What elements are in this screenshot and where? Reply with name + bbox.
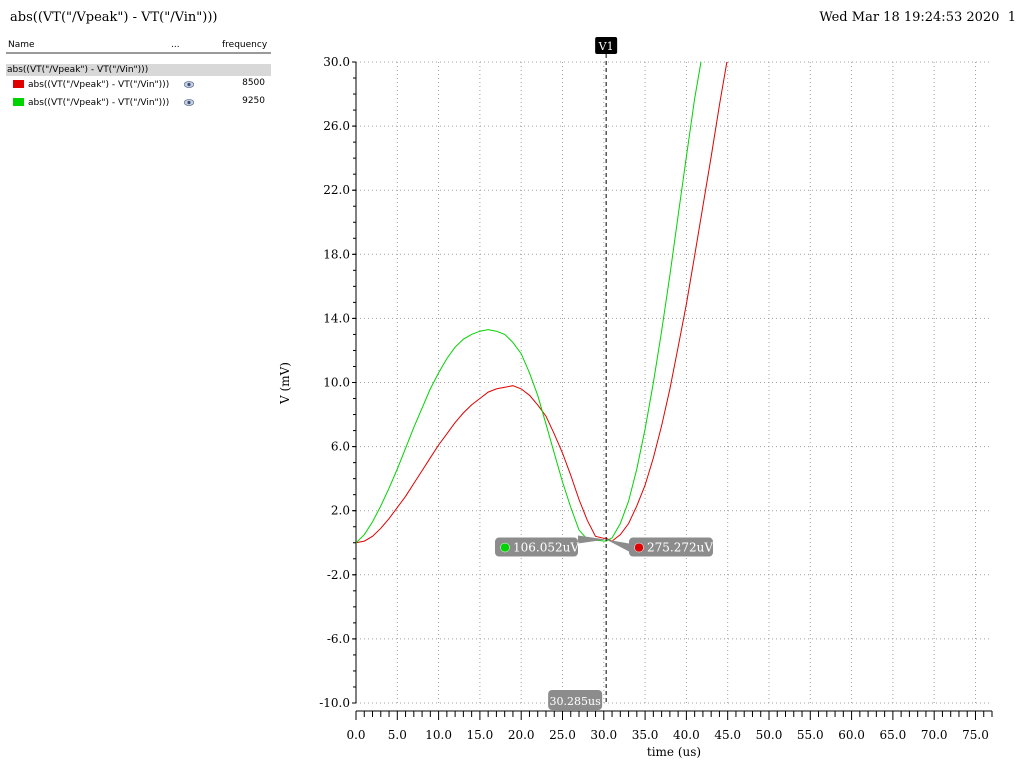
legend-col-frequency[interactable]: frequency bbox=[222, 40, 268, 50]
x-tick-label: 35.0 bbox=[632, 728, 659, 742]
readout-value: 106.052uV bbox=[513, 541, 579, 555]
x-tick-label: 15.0 bbox=[467, 728, 494, 742]
readout-dot bbox=[500, 542, 510, 553]
x-tick-label: 20.0 bbox=[508, 728, 535, 742]
series-color-swatch bbox=[13, 98, 24, 106]
y-tick-label: -10.0 bbox=[319, 696, 350, 710]
eye-icon[interactable] bbox=[184, 81, 194, 88]
series-line-0[interactable] bbox=[356, 20, 736, 544]
series-label: abs((VT("/Vpeak") - VT("/Vin"))) bbox=[28, 80, 170, 90]
x-tick-label: 70.0 bbox=[921, 728, 948, 742]
legend-row[interactable]: abs((VT("/Vpeak") - VT("/Vin"))) 9250 bbox=[6, 94, 271, 112]
x-tick-label: 55.0 bbox=[797, 728, 824, 742]
y-tick-label: -2.0 bbox=[327, 568, 350, 582]
eye-icon[interactable] bbox=[184, 99, 194, 106]
x-tick-label: 45.0 bbox=[714, 728, 741, 742]
legend-group-header[interactable]: abs((VT("/Vpeak") - VT("/Vin"))) bbox=[6, 64, 271, 76]
legend-header: Name ... frequency bbox=[6, 38, 271, 54]
series-color-swatch bbox=[13, 80, 24, 88]
x-tick-label: 65.0 bbox=[880, 728, 907, 742]
x-tick-label: 60.0 bbox=[838, 728, 865, 742]
y-axis-label: V (mV) bbox=[278, 362, 292, 405]
datetime-label: Wed Mar 18 19:24:53 2020 1 bbox=[819, 10, 1016, 25]
marker-x-value-bg bbox=[548, 690, 603, 710]
marker-tag-label[interactable]: V1 bbox=[598, 40, 614, 53]
datetime-text: Wed Mar 18 19:24:53 2020 bbox=[819, 10, 1000, 25]
x-tick-label: 30.0 bbox=[590, 728, 617, 742]
x-axis-label: time (us) bbox=[647, 745, 701, 759]
marker-x-value-label: 30.285us bbox=[550, 695, 602, 708]
x-tick-label: 10.0 bbox=[425, 728, 452, 742]
readout-value: 275.272uV bbox=[647, 541, 713, 555]
legend-col-name[interactable]: Name bbox=[8, 40, 35, 50]
readout-pointer bbox=[606, 539, 629, 552]
y-tick-label: 14.0 bbox=[323, 311, 350, 325]
y-tick-label: 2.0 bbox=[331, 504, 350, 518]
readout-dot bbox=[634, 542, 644, 553]
readout-bubble bbox=[495, 537, 578, 557]
y-tick-label: 10.0 bbox=[323, 376, 350, 390]
x-tick-label: 0.0 bbox=[346, 728, 365, 742]
marker-tag-bg[interactable] bbox=[595, 37, 618, 54]
x-tick-label: 40.0 bbox=[673, 728, 700, 742]
series-line-1[interactable] bbox=[356, 22, 711, 544]
y-tick-label: 6.0 bbox=[331, 440, 350, 454]
y-tick-label: 18.0 bbox=[323, 247, 350, 261]
series-label: abs((VT("/Vpeak") - VT("/Vin"))) bbox=[28, 98, 170, 108]
y-tick-label: -6.0 bbox=[327, 632, 350, 646]
legend-col-more[interactable]: ... bbox=[171, 40, 180, 50]
window-title: abs((VT("/Vpeak") - VT("/Vin"))) bbox=[10, 10, 218, 25]
y-tick-label: 30.0 bbox=[323, 55, 350, 69]
legend-row[interactable]: abs((VT("/Vpeak") - VT("/Vin"))) 8500 bbox=[6, 76, 271, 94]
readout-pointer bbox=[578, 535, 607, 544]
x-tick-label: 50.0 bbox=[756, 728, 783, 742]
y-tick-label: 26.0 bbox=[323, 119, 350, 133]
series-frequency: 8500 bbox=[242, 78, 265, 88]
page-number: 1 bbox=[1007, 10, 1016, 25]
legend-panel: Name ... frequency abs((VT("/Vpeak") - V… bbox=[6, 38, 271, 112]
series-frequency: 9250 bbox=[242, 96, 265, 106]
x-tick-label: 75.0 bbox=[962, 728, 989, 742]
x-tick-label: 5.0 bbox=[388, 728, 407, 742]
x-tick-label: 25.0 bbox=[549, 728, 576, 742]
readout-bubble bbox=[629, 537, 713, 557]
y-tick-label: 22.0 bbox=[323, 183, 350, 197]
